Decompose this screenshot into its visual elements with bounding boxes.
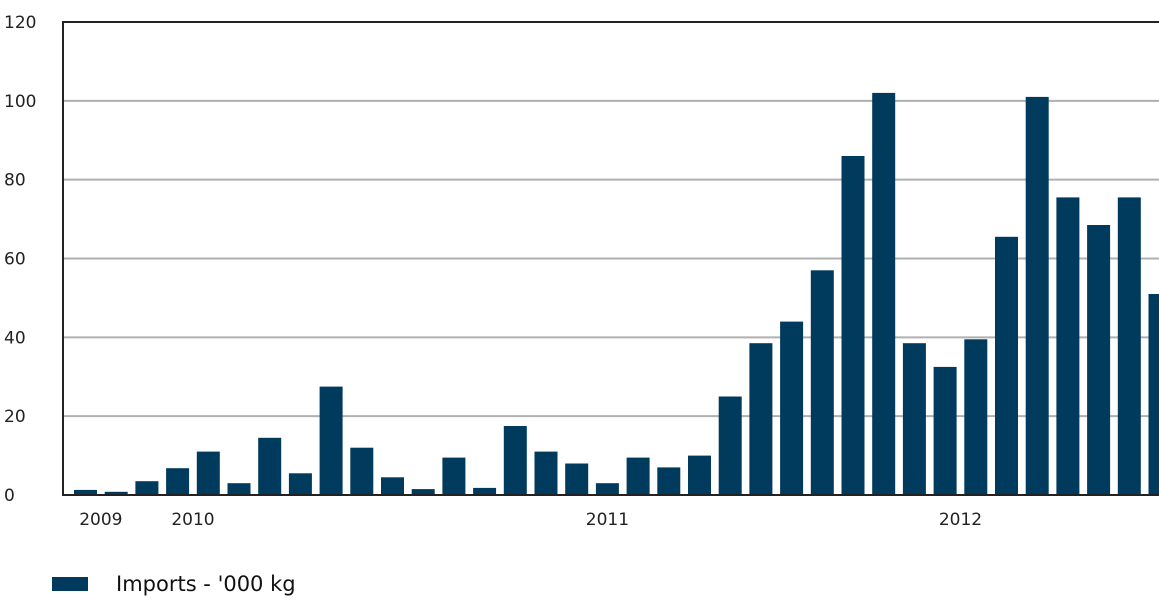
- x-tick-label-2011: 2011: [586, 510, 629, 530]
- x-tick-label-2010: 2010: [171, 510, 214, 530]
- bars-group: [74, 92, 1159, 496]
- bar-7: [258, 437, 282, 495]
- bar-10: [350, 447, 374, 495]
- y-tick-label-80: 80: [4, 171, 26, 191]
- legend-swatch: [52, 577, 88, 591]
- y-tick-label-40: 40: [4, 328, 26, 348]
- bar-16: [534, 451, 558, 495]
- bar-23: [749, 343, 773, 495]
- bar-13: [442, 457, 466, 495]
- bar-19: [626, 457, 650, 495]
- bar-32: [1025, 96, 1049, 496]
- bar-4: [166, 468, 190, 495]
- legend: Imports - '000 kg: [52, 572, 296, 596]
- y-tick-label-0: 0: [4, 486, 15, 506]
- bar-14: [473, 487, 497, 495]
- y-tick-label-60: 60: [4, 250, 26, 270]
- x-tick-label-2012: 2012: [939, 510, 982, 530]
- bar-15: [503, 426, 527, 495]
- bar-9: [319, 386, 343, 495]
- bar-5: [196, 451, 220, 495]
- bar-8: [288, 473, 312, 495]
- grid-lines: [63, 21, 1159, 418]
- bar-28: [902, 343, 926, 495]
- bar-21: [688, 455, 711, 495]
- bar-29: [933, 366, 957, 495]
- legend-label: Imports - '000 kg: [116, 572, 296, 596]
- bar-11: [381, 477, 404, 495]
- bar-26: [841, 156, 865, 495]
- bar-31: [995, 236, 1018, 496]
- bar-3: [135, 481, 159, 495]
- bar-36: [1148, 294, 1159, 495]
- bar-6: [227, 483, 251, 495]
- bar-34: [1087, 225, 1111, 495]
- bar-35: [1117, 197, 1141, 495]
- y-tick-label-100: 100: [4, 92, 36, 112]
- bar-17: [565, 463, 589, 495]
- bar-22: [718, 396, 742, 495]
- bar-24: [780, 321, 804, 495]
- y-tick-label-20: 20: [4, 407, 26, 427]
- y-tick-label-120: 120: [4, 13, 36, 33]
- bar-2: [104, 491, 128, 495]
- bar-30: [964, 339, 988, 495]
- bar-33: [1056, 197, 1080, 495]
- bar-12: [411, 489, 435, 495]
- x-tick-label-2009: 2009: [79, 510, 122, 530]
- bar-chart: 0 20 40 60 80 100 120 2009 2010 2011 2012: [4, 13, 1159, 530]
- bar-25: [810, 270, 834, 495]
- y-axis-tick-labels: 0 20 40 60 80 100 120: [4, 13, 36, 506]
- axes: [62, 21, 1159, 496]
- bar-18: [595, 483, 619, 495]
- bar-1: [74, 489, 97, 495]
- bar-27: [872, 92, 896, 496]
- x-axis-tick-labels: 2009 2010 2011 2012: [79, 510, 982, 530]
- bar-20: [657, 467, 681, 495]
